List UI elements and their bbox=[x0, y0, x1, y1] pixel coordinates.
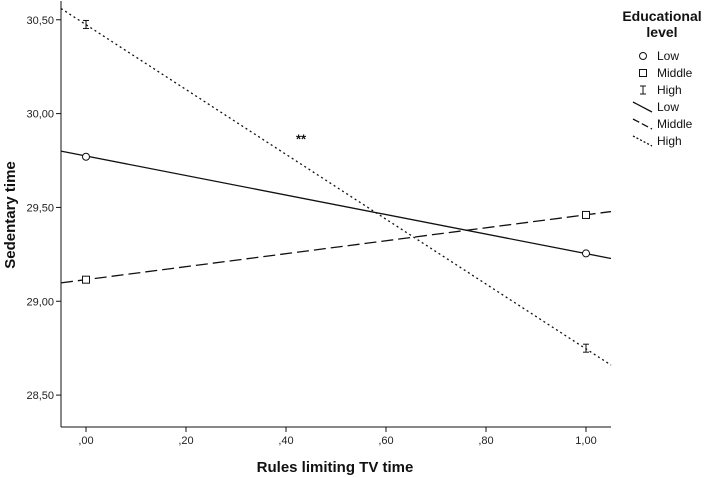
point-high bbox=[583, 343, 589, 353]
y-tick-label: 28,50 bbox=[26, 390, 54, 402]
legend-marker-high bbox=[640, 85, 646, 95]
legend: Educational level Low Middle High Low Middle… bbox=[622, 8, 701, 148]
legend-line-label-middle: Middle bbox=[657, 117, 693, 131]
legend-label-middle: Middle bbox=[657, 66, 693, 80]
fit-line-high bbox=[60, 7, 612, 366]
x-axis-title: Rules limiting TV time bbox=[257, 459, 414, 476]
y-axis-title: Sedentary time bbox=[2, 161, 19, 269]
significance-annotation: ** bbox=[296, 132, 307, 147]
y-tick-label: 29,50 bbox=[26, 202, 54, 214]
data-markers bbox=[82, 19, 590, 353]
legend-title-line1: Educational bbox=[622, 8, 701, 24]
y-tick-label: 30,00 bbox=[26, 109, 54, 121]
legend-line-high bbox=[632, 135, 653, 147]
legend-line-middle bbox=[632, 118, 653, 130]
point-middle bbox=[82, 275, 90, 284]
x-tick-label: ,40 bbox=[278, 435, 293, 447]
fit-line-low bbox=[60, 150, 612, 260]
x-tick-label: ,80 bbox=[478, 435, 493, 447]
point-low bbox=[82, 152, 90, 161]
point-high bbox=[83, 19, 89, 29]
legend-marker-low bbox=[639, 52, 647, 60]
point-low bbox=[582, 249, 590, 258]
axes bbox=[56, 1, 611, 432]
fit-line-middle bbox=[60, 210, 612, 284]
legend-marker-middle bbox=[639, 69, 647, 77]
y-tick-label: 29,00 bbox=[26, 296, 54, 308]
x-tick-label: 1,00 bbox=[575, 435, 596, 447]
x-tick-label: ,20 bbox=[178, 435, 193, 447]
x-tick-label: ,00 bbox=[78, 435, 93, 447]
y-tick-label: 30,50 bbox=[26, 15, 54, 27]
legend-line-low bbox=[632, 101, 653, 113]
legend-line-label-high: High bbox=[657, 134, 682, 148]
legend-label-low: Low bbox=[657, 49, 679, 63]
point-middle bbox=[582, 210, 590, 219]
legend-items: Low Middle High Low Middle High bbox=[632, 49, 693, 148]
annotations: ** bbox=[296, 132, 307, 147]
legend-line-label-low: Low bbox=[657, 100, 679, 114]
x-tick-label: ,60 bbox=[378, 435, 393, 447]
legend-label-high: High bbox=[657, 83, 682, 97]
fit-lines bbox=[60, 7, 612, 366]
legend-title-line2: level bbox=[646, 24, 677, 40]
tick-labels: ,00 ,20 ,40 ,60 ,80 1,00 28,50 29,00 29,50 30,00 3… bbox=[26, 15, 596, 447]
